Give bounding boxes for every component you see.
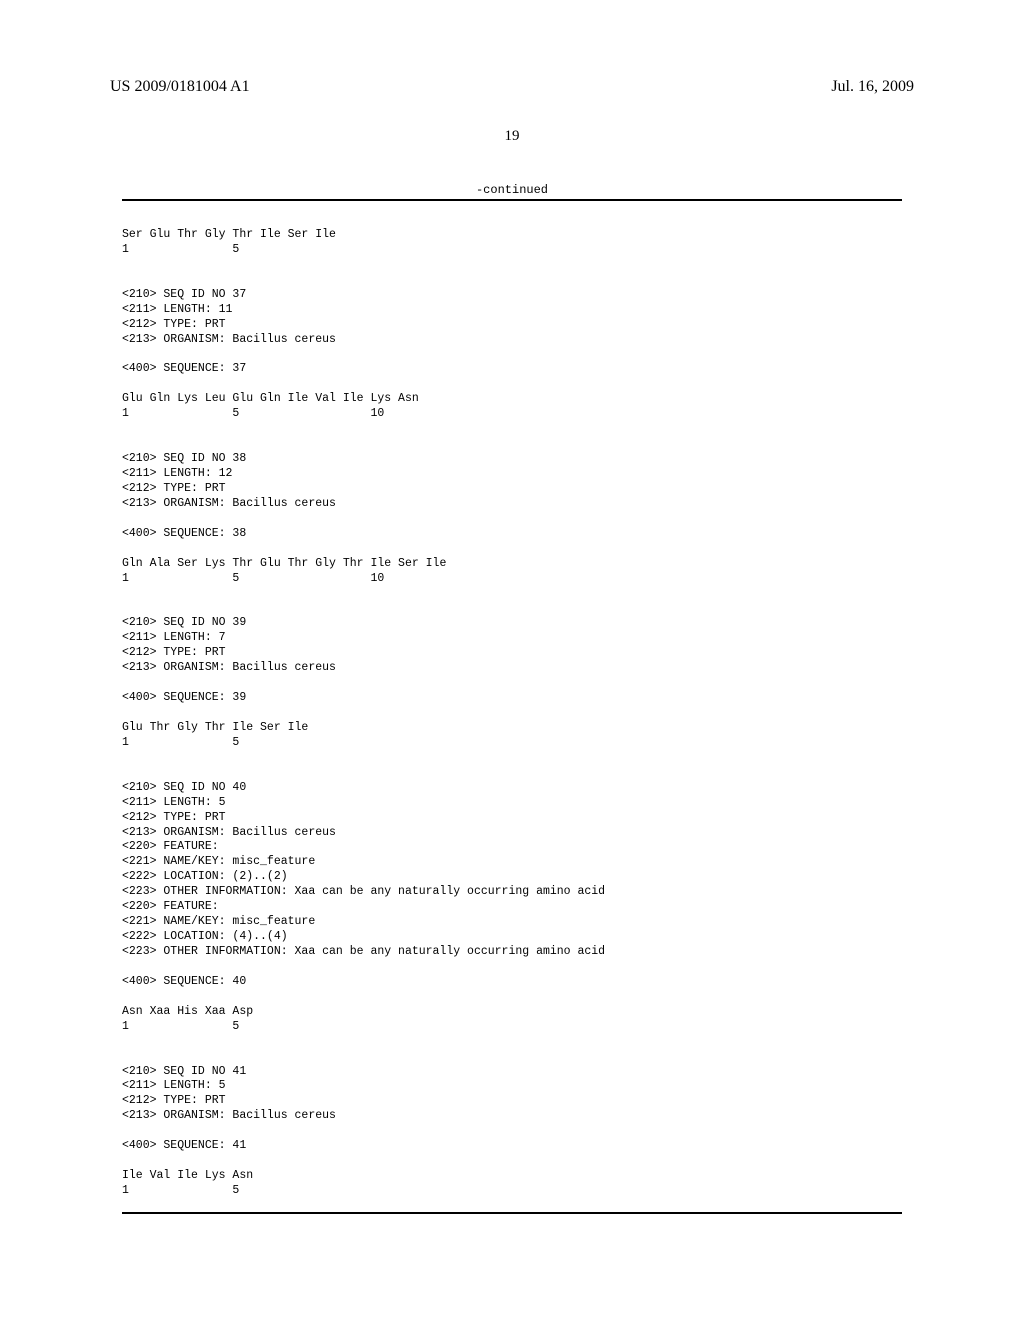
bottom-rule — [122, 1212, 902, 1214]
page-header: US 2009/0181004 A1 Jul. 16, 2009 — [0, 78, 1024, 96]
continued-label: -continued — [122, 183, 902, 197]
publication-number: US 2009/0181004 A1 — [110, 78, 250, 95]
publication-date: Jul. 16, 2009 — [831, 78, 914, 96]
top-rule — [122, 199, 902, 201]
page-number: 19 — [505, 128, 520, 145]
sequence-listing: Ser Glu Thr Gly Thr Ile Ser Ile 1 5 <210… — [122, 228, 605, 1199]
continued-section: -continued — [122, 183, 902, 201]
